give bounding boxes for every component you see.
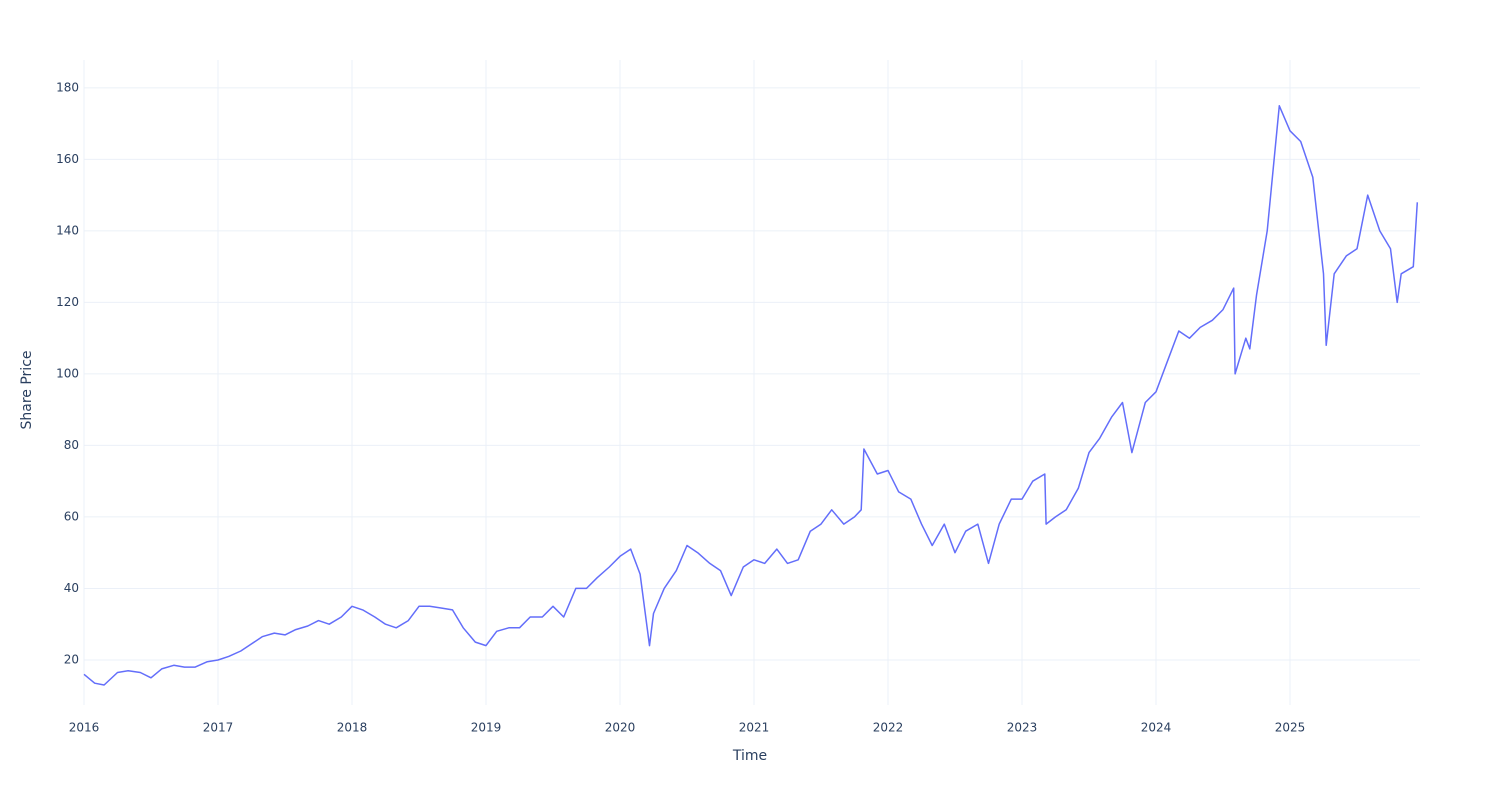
x-tick-label: 2022 (873, 721, 904, 735)
x-tick-label: 2018 (337, 721, 368, 735)
y-tick-label: 40 (64, 581, 79, 595)
y-tick-label: 120 (56, 295, 79, 309)
y-tick-label: 160 (56, 152, 79, 166)
x-axis-title: Time (732, 748, 767, 764)
y-tick-label: 60 (64, 509, 79, 523)
y-tick-label: 140 (56, 223, 79, 237)
price-line (83, 105, 1419, 686)
x-tick-label: 2019 (471, 721, 502, 735)
y-tick-label: 80 (64, 438, 79, 452)
x-tick-label: 2025 (1275, 721, 1306, 735)
y-tick-label: 180 (56, 80, 79, 94)
y-tick-label: 100 (56, 366, 79, 380)
x-tick-label: 2024 (1141, 721, 1172, 735)
y-axis-title: Share Price (19, 350, 35, 429)
x-tick-label: 2017 (203, 721, 234, 735)
y-tick-label: 20 (64, 652, 79, 666)
x-tick-label: 2020 (605, 721, 636, 735)
x-tick-label: 2023 (1007, 721, 1038, 735)
x-tick-label: 2021 (739, 721, 770, 735)
x-tick-label: 2016 (69, 721, 100, 735)
